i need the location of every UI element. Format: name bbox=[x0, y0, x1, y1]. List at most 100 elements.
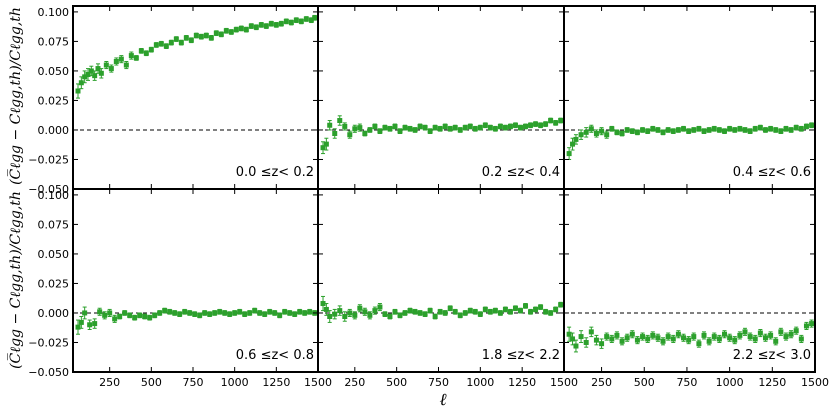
data-point bbox=[87, 322, 93, 328]
data-point bbox=[320, 145, 326, 151]
data-point bbox=[722, 331, 728, 337]
data-point bbox=[288, 20, 294, 26]
data-point bbox=[422, 311, 428, 317]
redshift-bin-label: 0.6 ≤z< 0.8 bbox=[236, 348, 314, 363]
data-point bbox=[543, 121, 549, 127]
data-point bbox=[711, 334, 717, 340]
y-tick-label: 0.000 bbox=[38, 307, 70, 320]
data-point bbox=[117, 314, 123, 320]
data-point bbox=[397, 128, 403, 134]
data-point bbox=[492, 308, 498, 314]
data-point bbox=[507, 309, 513, 315]
data-point bbox=[212, 310, 218, 316]
data-point bbox=[548, 118, 554, 124]
data-point bbox=[97, 309, 103, 315]
data-point bbox=[173, 36, 179, 42]
y-axis-label-bottom: (C̅ℓgg − Cℓgg,th)/Cℓgg,th bbox=[5, 191, 24, 369]
data-point bbox=[228, 29, 234, 35]
data-point bbox=[162, 308, 168, 314]
data-point bbox=[342, 314, 348, 320]
data-point bbox=[747, 334, 753, 340]
data-point bbox=[127, 312, 133, 318]
data-point bbox=[82, 74, 88, 80]
y-tick-label: 0.000 bbox=[38, 124, 70, 137]
data-point bbox=[768, 332, 774, 338]
data-point bbox=[382, 311, 388, 317]
x-axis-label: ℓ bbox=[439, 390, 446, 410]
data-point bbox=[238, 25, 244, 31]
data-point bbox=[533, 306, 539, 312]
data-point bbox=[645, 336, 651, 342]
data-point bbox=[803, 123, 809, 129]
data-point bbox=[397, 312, 403, 318]
redshift-bin-label: 0.0 ≤z< 0.2 bbox=[236, 165, 314, 180]
data-point bbox=[517, 125, 523, 131]
data-point bbox=[447, 126, 453, 132]
x-tick-label: 1250 bbox=[262, 376, 290, 389]
data-point bbox=[237, 309, 243, 315]
x-tick-label: 1250 bbox=[508, 376, 536, 389]
data-point bbox=[95, 66, 101, 72]
data-point bbox=[213, 30, 219, 36]
data-point bbox=[487, 125, 493, 131]
data-point bbox=[599, 128, 605, 134]
data-point bbox=[681, 126, 687, 132]
data-point bbox=[798, 336, 804, 342]
data-point bbox=[502, 125, 508, 131]
y-tick-label: 0.100 bbox=[38, 6, 70, 19]
data-point bbox=[732, 337, 738, 343]
data-point bbox=[217, 309, 223, 315]
data-point bbox=[573, 136, 579, 142]
y-tick-label: −0.050 bbox=[28, 366, 69, 379]
data-point bbox=[82, 310, 88, 316]
data-point bbox=[512, 305, 518, 311]
data-point bbox=[773, 127, 779, 133]
data-point bbox=[327, 122, 333, 128]
data-point bbox=[263, 23, 269, 29]
data-point bbox=[320, 301, 326, 307]
panel-frame bbox=[317, 5, 565, 190]
data-point bbox=[377, 304, 383, 310]
data-point bbox=[670, 336, 676, 342]
data-point bbox=[332, 131, 338, 137]
data-point bbox=[303, 16, 309, 22]
data-point bbox=[472, 309, 478, 315]
data-point bbox=[85, 71, 91, 77]
data-point bbox=[148, 47, 154, 53]
data-point bbox=[192, 311, 198, 317]
data-point bbox=[619, 338, 625, 344]
data-point bbox=[233, 27, 239, 33]
data-point bbox=[773, 338, 779, 344]
data-point bbox=[614, 129, 620, 135]
panel-frame bbox=[72, 188, 319, 373]
data-point bbox=[558, 302, 564, 308]
data-point bbox=[783, 126, 789, 132]
data-point bbox=[252, 308, 258, 314]
data-point bbox=[132, 315, 138, 321]
data-point bbox=[282, 309, 288, 315]
data-point bbox=[427, 308, 433, 314]
data-point bbox=[757, 330, 763, 336]
data-point bbox=[292, 311, 298, 317]
y-tick-label: 0.100 bbox=[38, 189, 70, 202]
data-point bbox=[553, 306, 559, 312]
data-point bbox=[153, 42, 159, 48]
data-point bbox=[437, 309, 443, 315]
data-point bbox=[462, 125, 468, 131]
data-point bbox=[665, 334, 671, 340]
data-point bbox=[573, 343, 579, 349]
data-point bbox=[357, 125, 363, 131]
data-point bbox=[507, 123, 513, 129]
data-point bbox=[232, 310, 238, 316]
data-point bbox=[665, 127, 671, 133]
data-point bbox=[422, 125, 428, 131]
data-point bbox=[163, 43, 169, 49]
data-point bbox=[482, 122, 488, 128]
data-point bbox=[472, 126, 478, 132]
data-point bbox=[640, 334, 646, 340]
data-point bbox=[75, 88, 81, 94]
data-point bbox=[352, 126, 358, 132]
data-point bbox=[158, 41, 164, 47]
data-point bbox=[372, 123, 378, 129]
panel-frame bbox=[563, 5, 816, 190]
